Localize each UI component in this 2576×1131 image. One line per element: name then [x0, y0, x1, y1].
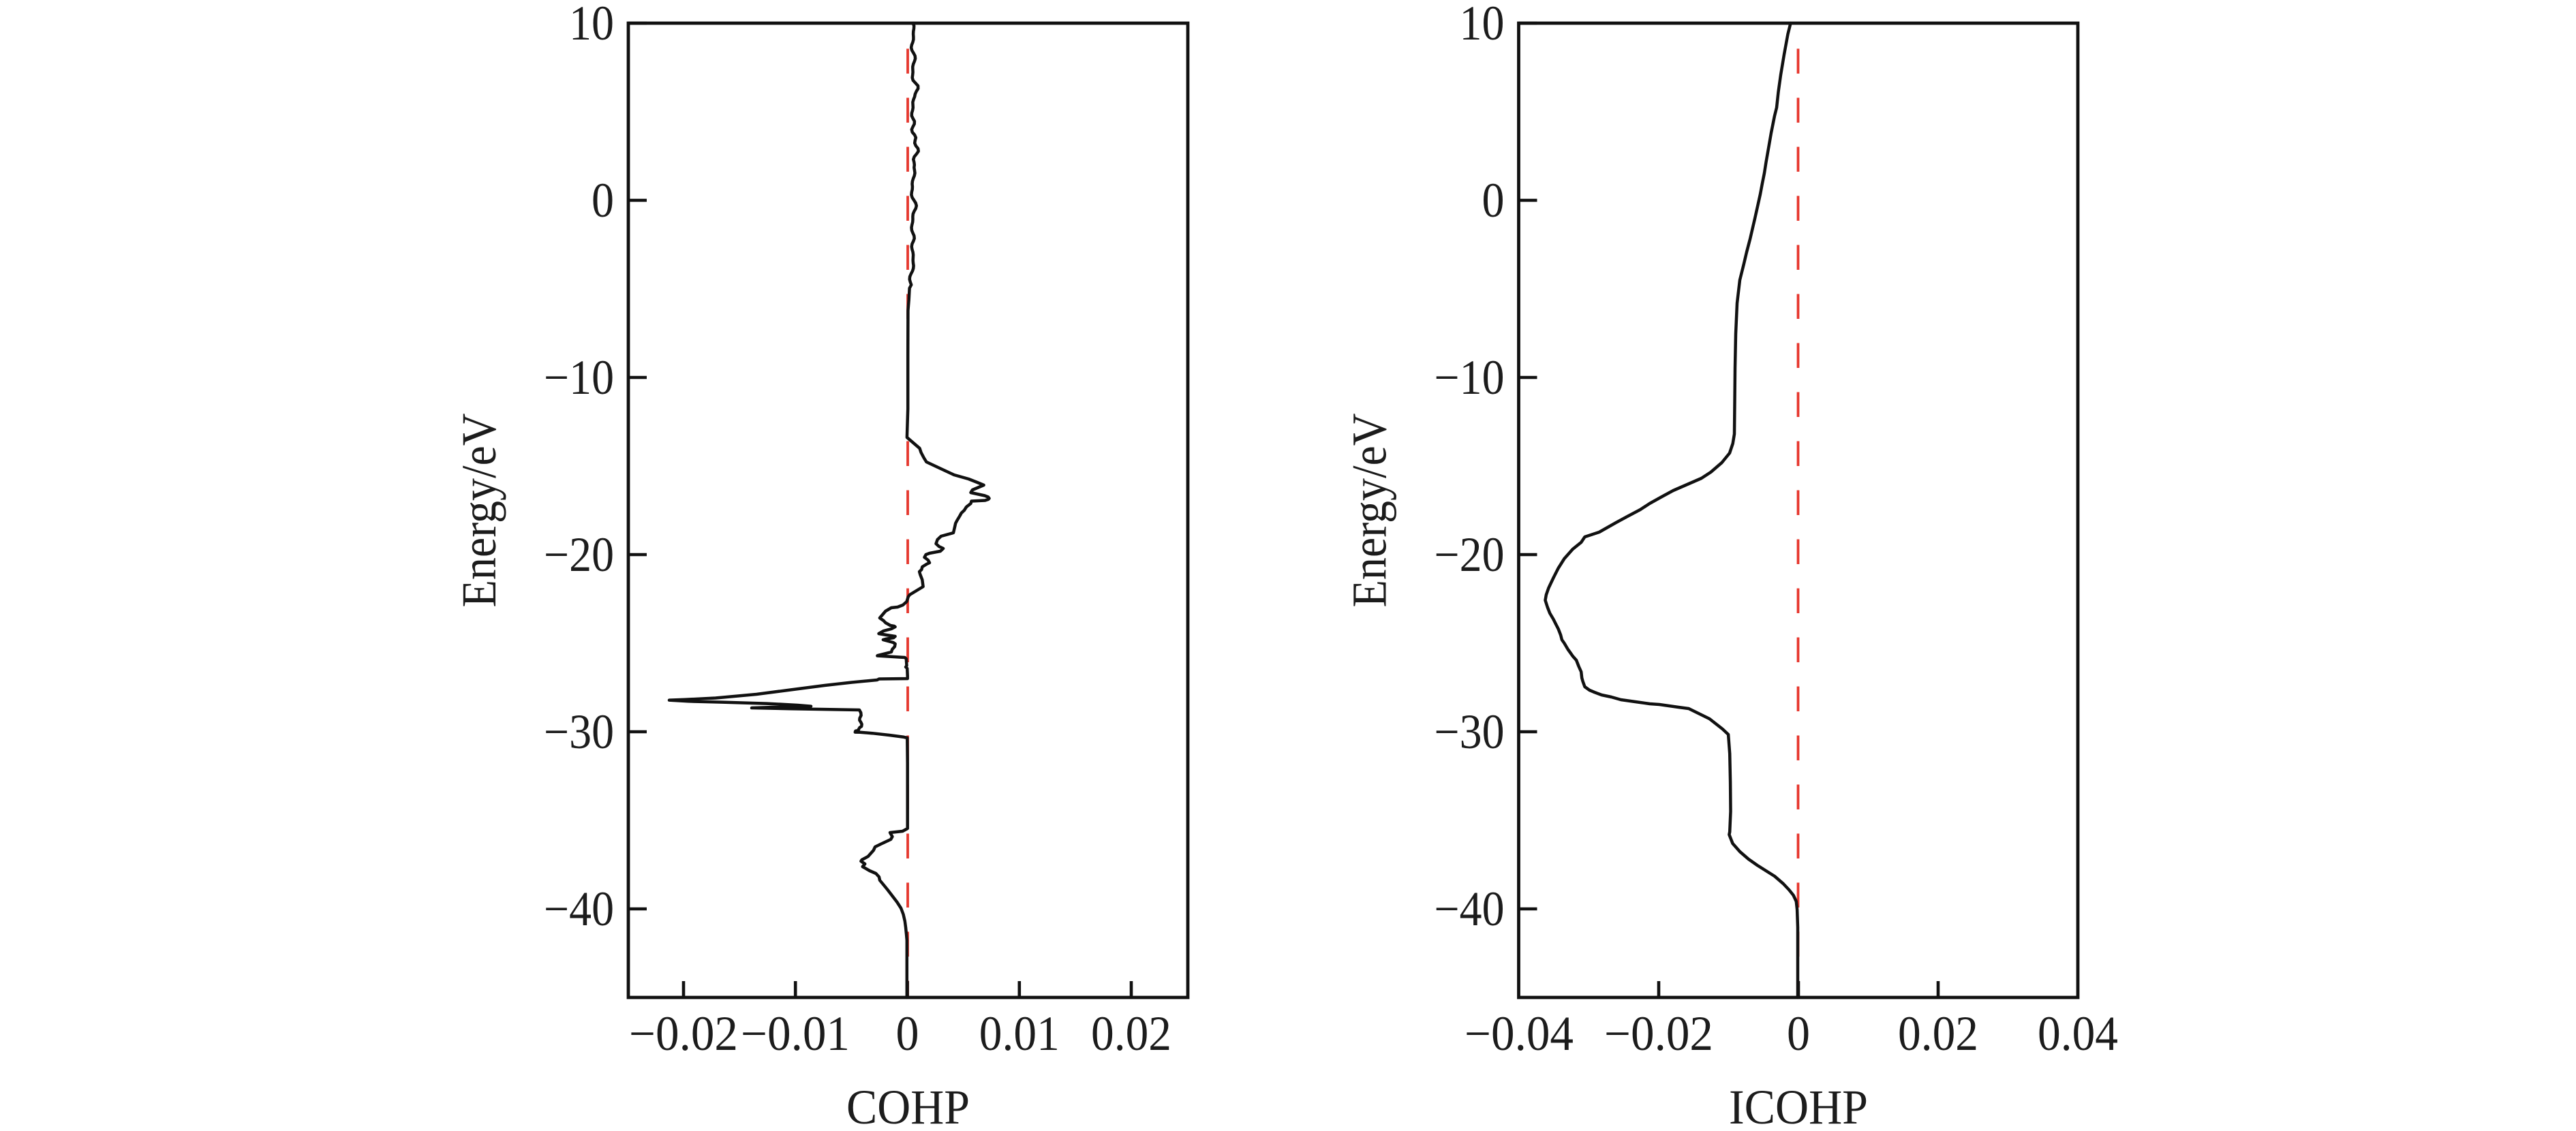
svg-text:10: 10: [569, 0, 614, 50]
svg-text:−10: −10: [544, 350, 614, 405]
svg-text:−10: −10: [1435, 350, 1505, 405]
svg-text:0: 0: [592, 173, 614, 228]
svg-text:0.01: 0.01: [979, 1006, 1060, 1061]
svg-text:0: 0: [896, 1006, 919, 1061]
svg-text:ICOHP: ICOHP: [1729, 1080, 1868, 1131]
svg-text:−30: −30: [1435, 704, 1505, 759]
svg-text:Energy/eV: Energy/eV: [452, 414, 506, 608]
svg-text:0: 0: [1482, 173, 1505, 228]
svg-text:−0.02: −0.02: [1604, 1006, 1713, 1061]
svg-text:−0.01: −0.01: [741, 1006, 850, 1061]
svg-text:0.02: 0.02: [1898, 1006, 1978, 1061]
svg-text:−0.04: −0.04: [1465, 1006, 1574, 1061]
svg-text:−40: −40: [1435, 882, 1505, 936]
svg-text:−20: −20: [1435, 527, 1505, 582]
svg-text:COHP: COHP: [846, 1080, 970, 1131]
svg-text:−0.02: −0.02: [629, 1006, 738, 1061]
svg-text:−30: −30: [544, 704, 614, 759]
svg-text:10: 10: [1460, 0, 1505, 50]
svg-text:0.02: 0.02: [1091, 1006, 1171, 1061]
svg-text:0.04: 0.04: [2038, 1006, 2118, 1061]
svg-text:Energy/eV: Energy/eV: [1343, 414, 1397, 608]
svg-text:−40: −40: [544, 882, 614, 936]
svg-text:−20: −20: [544, 527, 614, 582]
svg-text:0: 0: [1787, 1006, 1810, 1061]
